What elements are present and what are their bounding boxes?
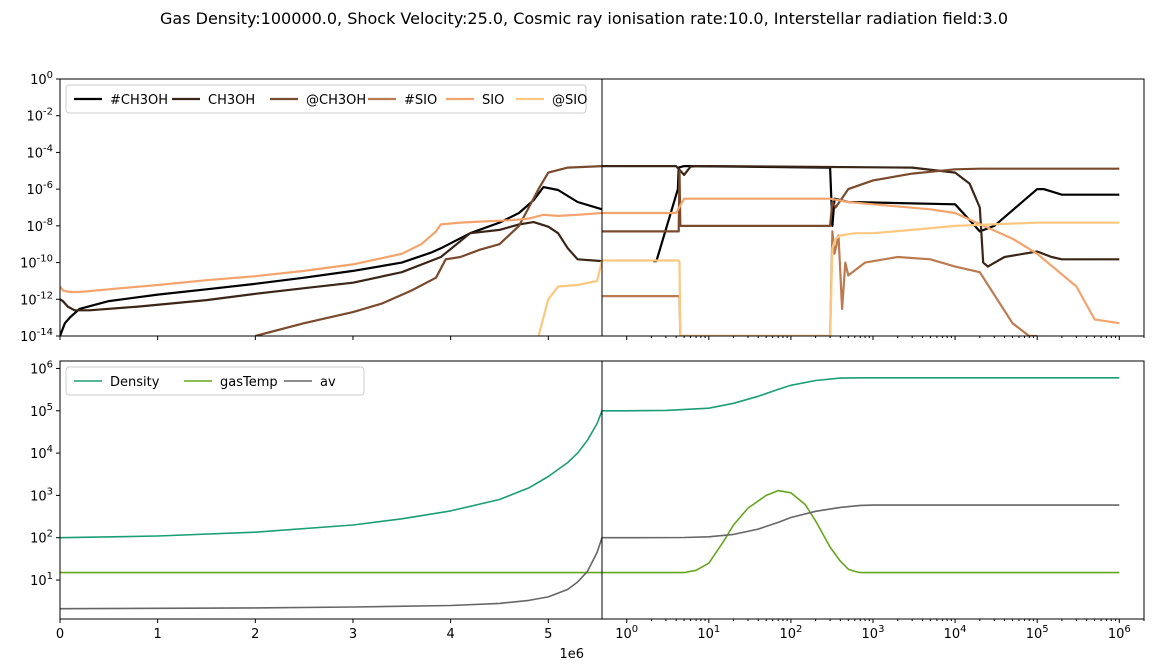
panel-bottom-right: 100 101 102 103 104 105 106 (601, 360, 1145, 642)
series-line-sio (537, 260, 602, 336)
legend-label: @CH3OH (306, 93, 366, 108)
legend-label: SIO (482, 93, 504, 108)
legend-label: #CH3OH (110, 93, 168, 108)
x-tick-label: 103 (862, 624, 885, 642)
y-tick-label: 100 (30, 70, 53, 88)
x-tick-label: 4 (446, 627, 454, 642)
legend-label: Density (110, 375, 160, 390)
series-line-sio (602, 221, 1120, 336)
x-tick-label: 100 (615, 624, 638, 642)
axes-frame (601, 78, 1145, 337)
y-tick-label: 10-14 (20, 327, 53, 345)
x-tick-label: 105 (1026, 624, 1049, 642)
y-tick-label: 10-10 (20, 254, 53, 272)
panel-top-right (601, 78, 1145, 340)
axes-frame (59, 360, 603, 620)
x-tick-label: 5 (544, 627, 552, 642)
panel-bottom-left: 101 102 103 104 105 106 0 1 2 3 4 5 Density gasTemp av (30, 359, 603, 642)
legend-label: gasTemp (220, 375, 278, 390)
series-line-ch3oh (602, 165, 1120, 268)
series-line-av (602, 504, 1120, 539)
legend-label: @SIO (552, 93, 587, 108)
x-tick-label: 3 (349, 627, 357, 642)
series-group (60, 410, 602, 610)
series-line-density (602, 376, 1120, 412)
series-group (602, 165, 1120, 336)
x-tick-label: 106 (1108, 624, 1131, 642)
legend-box (65, 84, 587, 114)
panel-top-left: 10-14 10-12 10-10 10-8 10-6 10-4 10-2 100 #CH3OH… (20, 70, 603, 345)
series-group (60, 165, 602, 336)
y-tick-label: 10-8 (26, 217, 53, 235)
x-tick-label: 2 (251, 627, 259, 642)
legend-label: av (320, 375, 336, 390)
series-line-av (60, 537, 602, 610)
axes-frame (601, 360, 1145, 620)
series-line-density (60, 410, 602, 539)
series-line-ch3oh (60, 186, 602, 336)
series-line-sio (602, 197, 1120, 325)
series-line-ch3oh (653, 165, 1120, 263)
x-offset-label: 1e6 (559, 647, 584, 662)
y-tick-label: 104 (30, 444, 53, 462)
legend-box (65, 366, 365, 396)
x-tick-label: 102 (779, 624, 802, 642)
y-tick-label: 103 (30, 486, 53, 504)
y-tick-label: 10-4 (26, 143, 53, 161)
plots-layer: 10-14 10-12 10-10 10-8 10-6 10-4 10-2 100 #CH3OH… (20, 70, 1145, 642)
series-line-ch3oh (255, 165, 602, 336)
y-tick-label: 105 (30, 402, 53, 420)
legend: Density gasTemp av (65, 366, 365, 396)
y-tick-label: 106 (30, 359, 53, 377)
x-tick-label: 1 (154, 627, 162, 642)
y-tick-label: 102 (30, 529, 53, 547)
legend-label: CH3OH (208, 93, 255, 108)
x-tick-label: 101 (697, 624, 720, 642)
x-tick-label: 104 (944, 624, 967, 642)
series-line-ch3oh (60, 221, 602, 312)
legend-label: #SIO (404, 93, 437, 108)
series-group (602, 376, 1120, 574)
figure-suptitle: Gas Density:100000.0, Shock Velocity:25.… (160, 9, 1008, 28)
series-line-sio (60, 211, 602, 294)
y-tick-label: 10-2 (26, 107, 53, 125)
series-line-ch3oh (602, 167, 1120, 233)
series-line-gastemp (602, 489, 1120, 574)
y-tick-label: 10-12 (20, 290, 53, 308)
y-tick-label: 10-6 (26, 180, 53, 198)
legend: #CH3OH CH3OH @CH3OH #SIO SIO @SIO (65, 84, 587, 114)
series-line-sio (602, 230, 1038, 336)
x-tick-label: 0 (56, 627, 64, 642)
y-tick-label: 101 (30, 571, 53, 589)
